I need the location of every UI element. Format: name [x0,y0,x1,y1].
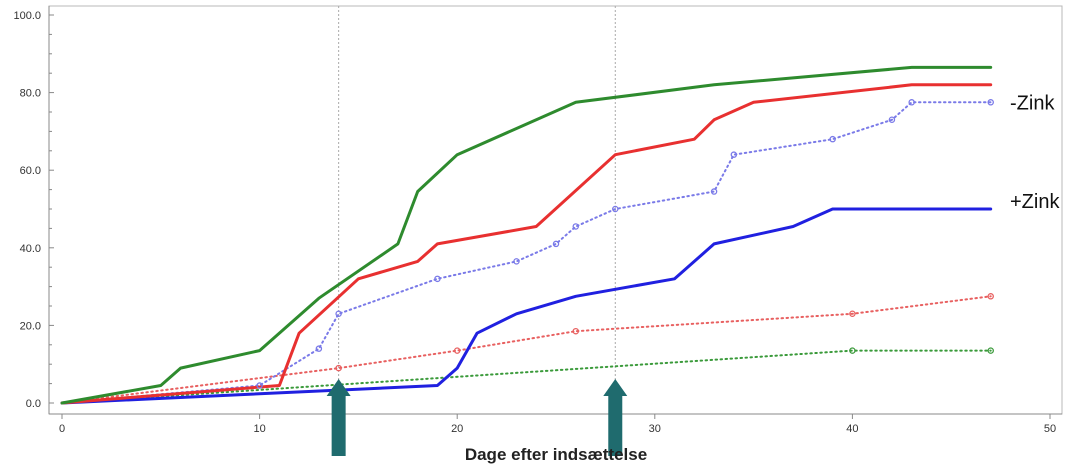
series-line-1 [60,83,993,405]
x-tick-label: 40 [846,423,858,435]
marker-layer [256,99,994,389]
x-tick-label: 30 [649,423,661,435]
data-point-marker [987,293,994,300]
data-point-marker [888,116,896,124]
x-tick-label: 20 [451,423,463,435]
y-tick-label: 60.0 [20,165,41,177]
up-arrow-icon [326,379,351,456]
x-tick-label: 0 [59,423,65,435]
data-point-marker [315,345,323,352]
series-line-4 [61,295,992,404]
series-line-5 [61,349,992,404]
data-point-marker [849,310,856,318]
data-point-marker [256,382,263,389]
y-axis: 0.0 20.0 40.0 60.0 80.0 100.0 [13,6,54,414]
arrow-layer [326,379,628,456]
data-point-marker [710,188,718,195]
y-tick-label: 40.0 [20,243,41,255]
data-point-marker [453,347,461,354]
y-tick-label: 20.0 [20,320,41,332]
x-tick-label: 10 [253,423,265,435]
y-tick-label: 80.0 [20,88,41,100]
x-axis-title: Dage efter indsættelse [465,445,647,464]
x-tick-label: 50 [1044,423,1056,435]
y-tick-label: 100.0 [13,10,41,22]
data-point-marker [849,347,856,354]
data-point-marker [987,347,994,354]
data-point-marker [513,258,520,265]
series-line-0 [60,65,993,405]
data-point-marker [572,223,580,230]
data-point-marker [612,205,619,213]
data-point-marker [552,240,560,248]
data-point-marker [908,99,915,106]
data-point-marker [434,275,441,283]
data-point-marker [335,364,342,372]
data-point-marker [335,310,342,318]
reference-lines [338,6,616,414]
series-line-3 [60,207,993,405]
data-point-marker [730,151,738,158]
y-tick-label: 0.0 [26,398,41,410]
series-layer [60,65,993,405]
up-arrow-icon [603,379,628,456]
annotation-plus-zink: +Zink [1010,191,1060,213]
series-line-2 [61,101,992,404]
annotation-minus-zink: -Zink [1010,93,1055,115]
x-axis: 0 10 20 30 40 50 [49,413,1062,435]
data-point-marker [829,135,836,143]
data-point-marker [987,99,994,106]
data-point-marker [572,327,580,335]
